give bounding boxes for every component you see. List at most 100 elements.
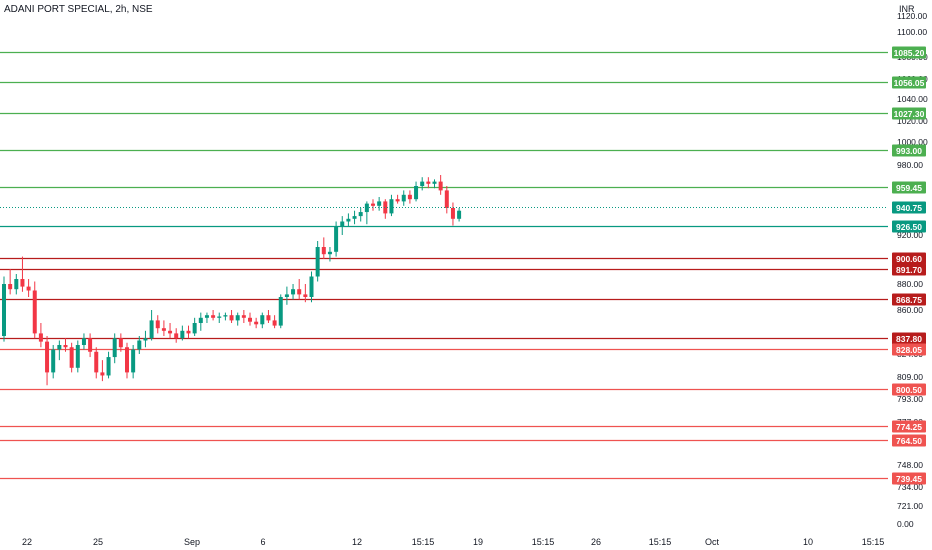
candle (358, 208, 363, 222)
level-badges: 1085.201056.051027.30993.00959.45926.509… (892, 46, 926, 485)
candle (278, 294, 283, 329)
candle (63, 338, 68, 352)
level-badge-label: 993.00 (896, 146, 922, 156)
candle (444, 186, 449, 214)
candle-body (69, 347, 74, 368)
y-tick-label: 1040.00 (897, 94, 928, 104)
candle-body (94, 351, 99, 373)
x-tick-label: 15:15 (412, 537, 435, 547)
candle (223, 312, 228, 321)
candle (327, 247, 332, 262)
candle-body (204, 315, 209, 318)
candle (401, 190, 406, 206)
candle-body (272, 320, 277, 326)
candle (309, 271, 314, 303)
candle-body (352, 216, 357, 219)
candle (303, 284, 308, 303)
candle (94, 347, 99, 379)
x-tick-label: Oct (705, 537, 720, 547)
candle-body (358, 212, 363, 217)
candle-body (303, 294, 308, 297)
candle (377, 197, 382, 211)
candle (315, 241, 320, 282)
candle-body (284, 294, 289, 297)
candle (32, 281, 37, 339)
y-tick-label: 734.00 (897, 482, 923, 492)
candle (26, 279, 31, 297)
candle-body (217, 316, 222, 318)
candle (248, 312, 252, 326)
candle-body (407, 194, 412, 200)
candle-body (81, 338, 86, 345)
level-badge (892, 383, 926, 396)
candle-body (161, 328, 166, 331)
candle (155, 315, 160, 334)
candle (204, 312, 209, 323)
candle-body (14, 279, 19, 290)
candle-body (51, 349, 56, 373)
level-badge (892, 420, 926, 433)
candle (180, 325, 185, 341)
candle (457, 208, 462, 222)
candle-body (75, 345, 80, 368)
candle-body (186, 330, 191, 334)
candle-body (414, 186, 419, 200)
candle-body (395, 199, 400, 202)
x-tick-label: 15:15 (649, 537, 672, 547)
candle (45, 336, 50, 386)
y-tick-label: 748.00 (897, 460, 923, 470)
candle (334, 221, 339, 257)
level-badge-label: 828.05 (896, 345, 922, 355)
candle (272, 315, 277, 329)
candle-body (321, 247, 326, 255)
currency-label: INR (899, 4, 915, 14)
candle-body (180, 330, 185, 339)
current-price-label: 940.75 (896, 203, 922, 213)
candle-body (248, 317, 252, 322)
candle-body (266, 315, 271, 321)
level-badge-label: 1085.20 (894, 48, 925, 58)
candle-body (2, 284, 6, 336)
candle-body (32, 290, 37, 334)
candle-body (8, 284, 13, 290)
level-badge (892, 434, 926, 447)
candle-body (438, 181, 443, 191)
candle-body (401, 194, 406, 202)
candle-body (327, 251, 332, 255)
candle-body (309, 276, 314, 297)
y-tick-label: 980.00 (897, 160, 923, 170)
candle-body (20, 279, 25, 287)
candle (125, 342, 129, 379)
candle-body (432, 181, 437, 184)
x-tick-label: 15:15 (862, 537, 885, 547)
x-tick-label: 22 (22, 537, 32, 547)
candle-body (315, 247, 320, 277)
level-badge-label: 900.60 (896, 254, 922, 264)
level-badge-label: 739.45 (896, 474, 922, 484)
level-badge (892, 252, 926, 265)
level-badge (892, 293, 926, 306)
current-price-badge (892, 201, 926, 214)
level-badge-label: 1027.30 (894, 109, 925, 119)
level-badge-label: 959.45 (896, 183, 922, 193)
candle (69, 342, 74, 373)
level-badge-label: 891.70 (896, 265, 922, 275)
level-badge-label: 868.75 (896, 295, 922, 305)
time-axis[interactable]: 22 25 Sep 6 12 15:15 19 15:15 26 15:15 Oct 10 15:15 (22, 537, 884, 547)
candle (38, 323, 43, 348)
candle-body (198, 317, 203, 323)
candle (149, 310, 154, 341)
y-tick-label: 793.00 (897, 394, 923, 404)
level-badge (892, 472, 926, 485)
candle (395, 194, 400, 204)
level-badge (892, 76, 926, 89)
candle (161, 320, 166, 336)
x-tick-label: 12 (352, 537, 362, 547)
candle (241, 310, 246, 323)
y-tick-label: 860.00 (897, 305, 923, 315)
candle (450, 202, 455, 226)
candle-body (383, 201, 388, 214)
level-badge-label: 774.25 (896, 422, 922, 432)
candle (88, 333, 93, 358)
